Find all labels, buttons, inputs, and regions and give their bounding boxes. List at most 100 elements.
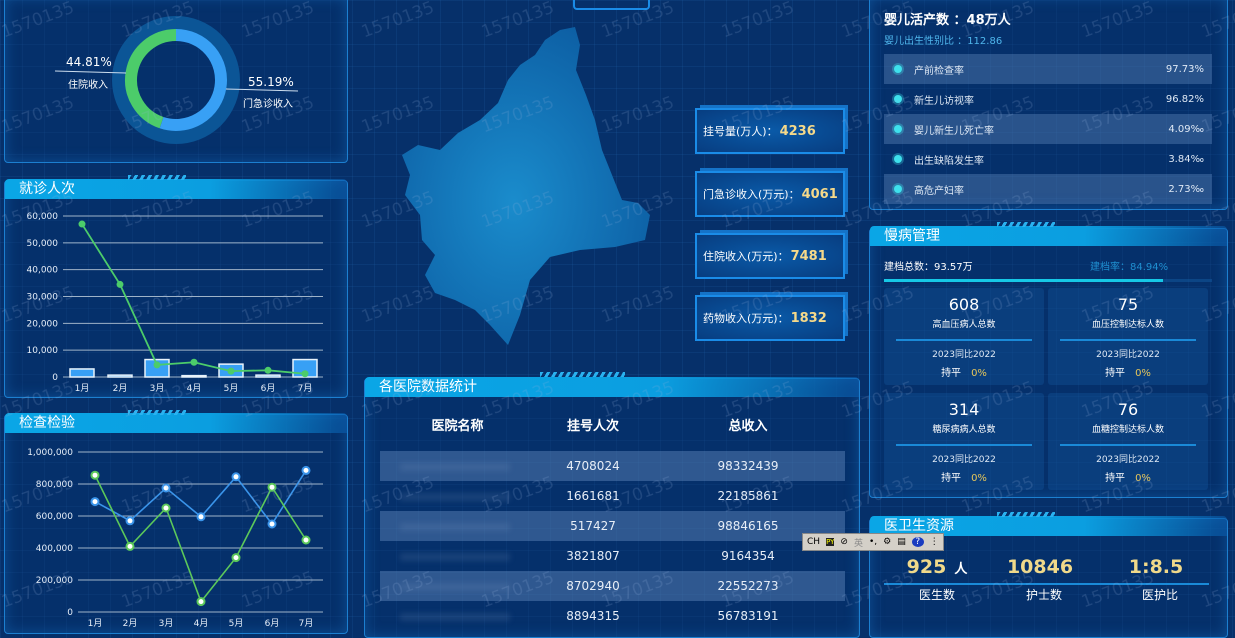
exams-point[interactable] [231, 553, 241, 563]
table-row[interactable]: 8702940 22552273 [380, 571, 845, 601]
ime-options-icon[interactable]: ⋮ [929, 537, 939, 547]
visits-point[interactable] [78, 220, 86, 228]
table-row[interactable]: 1661681 22185861 [380, 481, 845, 511]
chronic-rate-fill [884, 279, 1163, 282]
exams-line-2 [94, 474, 307, 604]
cell-income: 98846165 [717, 519, 779, 533]
donut-slice[interactable] [125, 29, 177, 129]
exams-title: 检查检验 [5, 413, 347, 433]
region-map[interactable] [380, 25, 700, 355]
col-hospital-name: 医院名称 [431, 419, 484, 434]
visits-point[interactable] [301, 370, 309, 378]
chronic-panel [869, 228, 1228, 498]
cell-registrations: 1661681 [566, 489, 620, 503]
cell-registrations: 8702940 [566, 579, 620, 593]
visits-point[interactable] [227, 367, 235, 375]
card-label: 血压控制达标人数 [1091, 320, 1164, 330]
card-compare-year: 2023同比2022 [1096, 350, 1160, 360]
visits-point[interactable] [116, 280, 124, 288]
visits-point[interactable] [190, 358, 198, 366]
visits-bar[interactable] [181, 374, 207, 378]
table-row[interactable]: 3821807 9164354 [380, 541, 845, 571]
x-tick-label: 3月 [150, 383, 165, 394]
decor-stripes [540, 372, 625, 377]
x-tick-label: 5月 [229, 618, 244, 627]
chronic-card: 76 血糖控制达标人数 2023同比2022 持平 0% [1048, 393, 1208, 490]
card-label: 糖尿病病人总数 [932, 425, 996, 435]
card-number: 314 [948, 400, 980, 419]
visits-bar[interactable] [255, 374, 281, 378]
maternal-row-value: 96.82% [1165, 93, 1204, 105]
ime-disable-icon[interactable]: ⊘ [840, 537, 848, 547]
exams-point[interactable] [231, 472, 241, 482]
ime-punct-icon[interactable]: •, [868, 537, 878, 547]
table-row[interactable]: 4708024 98332439 [380, 451, 845, 481]
exams-point[interactable] [125, 516, 135, 526]
visits-line [81, 223, 306, 375]
resource-value: 925 [906, 556, 947, 578]
exams-point[interactable] [90, 497, 100, 507]
hospital-table-title: 各医院数据统计 [365, 377, 859, 397]
chronic-title: 慢病管理 [870, 226, 1227, 246]
donut-slice[interactable] [159, 29, 227, 131]
sex-ratio: 婴儿出生性别比 ：112.86 [884, 36, 1003, 47]
donut-label-inpatient-pct: 44.81% [66, 55, 112, 69]
exams-point[interactable] [301, 465, 311, 475]
card-change: 持平 0% [1105, 368, 1151, 379]
watermark: 1570135 [718, 0, 797, 43]
exams-point[interactable] [196, 597, 206, 607]
x-tick-label: 7月 [299, 618, 314, 627]
ime-pinyin-icon[interactable]: PY [826, 538, 835, 546]
ime-lang-button[interactable]: CH [807, 537, 821, 547]
cell-income: 22185861 [717, 489, 779, 503]
y-tick-label: 30,000 [27, 293, 59, 303]
cell-registrations: 4708024 [566, 459, 620, 473]
maternal-row-value: 4.09‰ [1168, 123, 1204, 135]
decor-stripes [128, 410, 186, 415]
exams-point[interactable] [125, 541, 135, 551]
exams-point[interactable] [161, 483, 171, 493]
ime-menu-icon[interactable]: ▤ [897, 537, 906, 547]
visits-bar[interactable] [107, 374, 133, 378]
ime-toolbar[interactable]: CH PY ⊘ 英 •, ⚙ ▤ ? ⋮ [802, 533, 944, 551]
y-tick-label: 800,000 [36, 480, 73, 490]
x-tick-label: 2月 [113, 383, 128, 394]
visits-point[interactable] [264, 366, 272, 374]
card-label: 高血压病人总数 [932, 320, 996, 330]
exams-point[interactable] [196, 512, 206, 522]
cell-income: 22552273 [717, 579, 779, 593]
maternal-row-value: 2.73‰ [1168, 183, 1204, 195]
year-value: 2023 [595, 0, 628, 2]
card-compare-year: 2023同比2022 [1096, 455, 1160, 465]
card-compare-year: 2023同比2022 [932, 455, 996, 465]
cell-income: 56783191 [717, 609, 779, 623]
table-row[interactable]: 8894315 56783191 [380, 601, 845, 631]
stat-outpatient-income: 门急诊收入(万元)： 4061 [695, 171, 845, 217]
exams-point[interactable] [161, 503, 171, 513]
ime-softkbd-icon[interactable]: ⚙ [883, 537, 892, 547]
exams-point[interactable] [90, 470, 100, 480]
ime-help-icon[interactable]: ? [911, 537, 924, 547]
resource-value: 10846 [1006, 556, 1074, 578]
year-selector[interactable]: 2023 [573, 0, 650, 10]
visits-bar[interactable] [69, 368, 95, 378]
visits-point[interactable] [153, 361, 161, 369]
decor-stripes [997, 512, 1055, 517]
table-row[interactable]: 517427 98846165 [380, 511, 845, 541]
maternal-row: 出生缺陷发生率 3.84‰ [884, 144, 1212, 174]
y-tick-label: 60,000 [27, 212, 59, 222]
exams-point[interactable] [267, 482, 277, 492]
visits-chart: 0 10,000 20,000 30,000 40,000 50,000 60,000 1月 2… [27, 212, 323, 394]
exams-point[interactable] [301, 535, 311, 545]
stat-drug-income: 药物收入(万元)： 1832 [695, 295, 845, 341]
y-tick-label: 40,000 [27, 266, 59, 276]
ime-mode-button[interactable]: 英 [853, 538, 863, 549]
births: 婴儿活产数 ：48万人 [884, 13, 1011, 28]
maternal-row-label: 出生缺陷发生率 [914, 155, 984, 167]
y-tick-label: 600,000 [36, 512, 73, 522]
exams-point[interactable] [267, 519, 277, 529]
decor-stripes [997, 222, 1055, 227]
chronic-total: 建档总数：93.57万 [884, 262, 973, 273]
maternal-row-value: 3.84‰ [1168, 153, 1204, 165]
maternal-panel [869, 0, 1228, 210]
